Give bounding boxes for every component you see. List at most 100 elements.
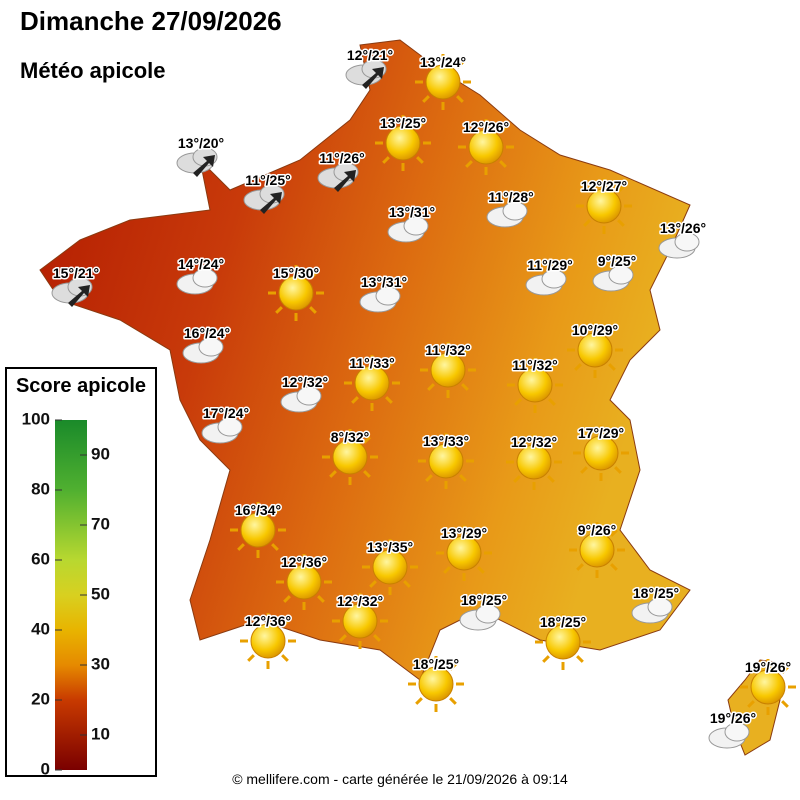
station-label: 17°/29°	[578, 425, 624, 441]
sun-icon	[276, 554, 332, 610]
sun-ray	[583, 219, 591, 227]
cloud-icon	[280, 386, 322, 413]
sun-disc	[586, 188, 622, 224]
legend-tick-label: 10	[91, 724, 110, 743]
station-label: 13°/31°	[361, 274, 407, 290]
sun-disc	[240, 512, 276, 548]
sun-ray	[351, 396, 359, 404]
sun-ray	[456, 61, 464, 69]
wind-arrow	[260, 192, 282, 214]
station-label: 13°/25°	[380, 115, 426, 131]
sun-disc	[278, 275, 314, 311]
sun-ray	[542, 621, 550, 629]
sun-ray	[443, 566, 451, 574]
sun-ray	[385, 396, 393, 404]
station-label: 19°/26°	[710, 710, 756, 726]
station-label: 11°/26°	[319, 150, 364, 166]
sun-icon	[740, 659, 796, 715]
sun-ray	[614, 466, 622, 474]
sun-ray	[449, 697, 457, 705]
cloud-icon	[486, 201, 528, 228]
sun-icon	[375, 115, 431, 171]
sun-ray	[415, 663, 423, 671]
cloud	[502, 201, 528, 221]
sun-ray	[443, 532, 451, 540]
sun-ray	[547, 475, 555, 483]
sun-ray	[283, 561, 291, 569]
sun-ray	[465, 126, 473, 134]
sun-icon	[567, 322, 623, 378]
sun-icon	[420, 342, 476, 398]
legend-tick-label: 0	[41, 759, 50, 778]
station-label: 18°/25°	[413, 656, 459, 672]
sun-disc	[468, 129, 504, 165]
station-label: 13°/31°	[389, 204, 435, 220]
station-label: 11°/32°	[512, 357, 557, 373]
sun-ray	[459, 440, 467, 448]
sun-ray	[416, 156, 424, 164]
sun-disc	[516, 444, 552, 480]
legend-tick-label: 30	[91, 654, 110, 673]
station-label: 13°/24°	[420, 54, 466, 70]
sun-ray	[373, 634, 381, 642]
sun-ray	[499, 160, 507, 168]
sun-disc	[425, 64, 461, 100]
legend-tick-label: 60	[31, 549, 50, 568]
cloud	[608, 265, 634, 285]
sun-ray	[747, 666, 755, 674]
station-label: 19°/26°	[745, 659, 791, 675]
sun-ray	[275, 272, 283, 280]
sun-ray	[309, 306, 317, 314]
cloud-icon	[359, 286, 401, 313]
sun-ray	[548, 398, 556, 406]
sun-ray	[548, 364, 556, 372]
sun-ray	[317, 595, 325, 603]
sun-ray	[403, 580, 411, 588]
legend-tick-label: 50	[91, 584, 110, 603]
cloud-icon	[243, 184, 285, 214]
cloud	[375, 286, 401, 306]
cloud	[541, 269, 567, 289]
sun-ray	[382, 156, 390, 164]
sun-ray	[574, 363, 582, 371]
sun-ray	[617, 219, 625, 227]
sun-icon	[230, 502, 286, 558]
sun-ray	[422, 61, 430, 69]
sun-disc	[545, 624, 581, 660]
sun-icon	[332, 593, 388, 649]
sun-disc	[286, 564, 322, 600]
sun-ray	[461, 349, 469, 357]
sun-disc	[354, 365, 390, 401]
cloud-icon	[708, 722, 750, 749]
sun-ray	[574, 329, 582, 337]
sun-ray	[747, 700, 755, 708]
sun-ray	[363, 470, 371, 478]
sun-disc	[430, 352, 466, 388]
sun-ray	[456, 95, 464, 103]
legend-tick-label: 70	[91, 514, 110, 533]
cloud	[724, 722, 750, 742]
legend-title: Score apicole	[16, 375, 146, 397]
station-label: 12°/32°	[511, 434, 557, 450]
sun-ray	[449, 663, 457, 671]
station-label: 12°/32°	[337, 593, 383, 609]
station-label: 11°/33°	[349, 355, 394, 371]
cloud-icon	[525, 269, 567, 296]
sun-icon	[569, 522, 625, 578]
footer: © mellifere.com - carte générée le 21/09…	[232, 771, 568, 787]
sun-ray	[608, 363, 616, 371]
station-label: 18°/25°	[633, 585, 679, 601]
sun-ray	[309, 272, 317, 280]
sun-ray	[425, 440, 433, 448]
cloud	[198, 337, 224, 357]
sun-ray	[403, 546, 411, 554]
sun-icon	[573, 425, 629, 481]
cloud-icon	[51, 277, 93, 307]
sun-ray	[465, 160, 473, 168]
france-map	[39, 39, 691, 681]
station-label: 18°/25°	[461, 592, 507, 608]
sun-ray	[608, 329, 616, 337]
sun-ray	[237, 509, 245, 517]
sun-ray	[781, 666, 789, 674]
